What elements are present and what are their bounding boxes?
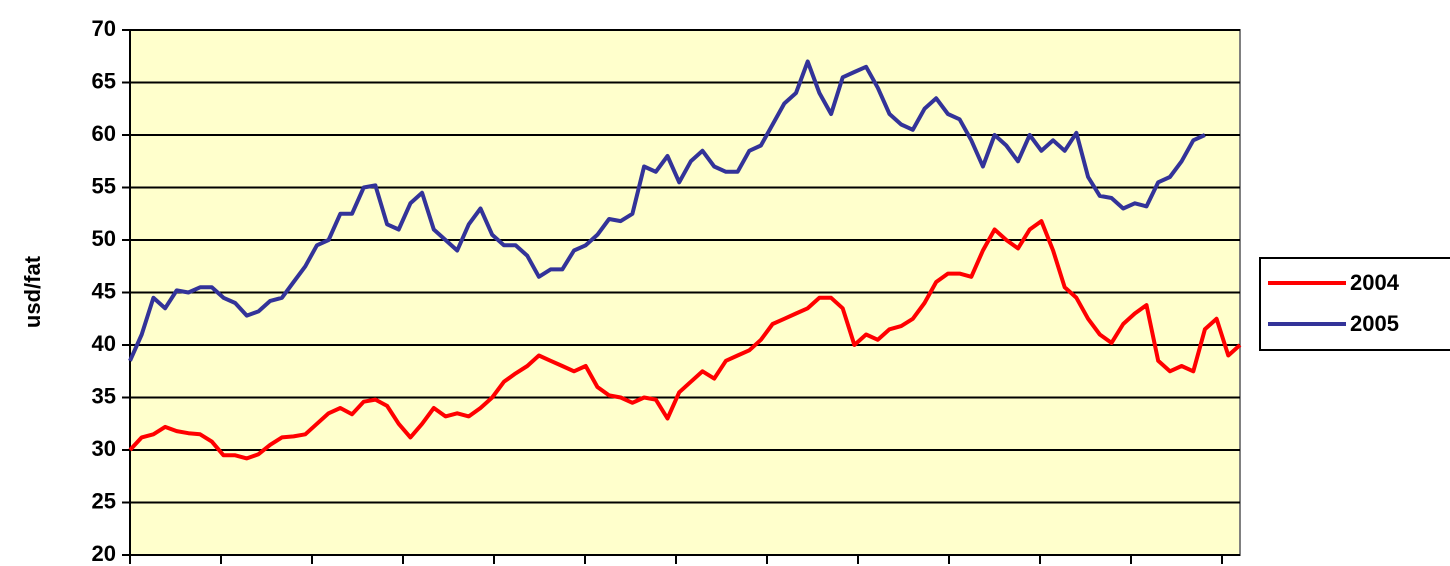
y-tick-label: 40 (92, 331, 116, 356)
y-tick-label: 65 (92, 68, 116, 93)
y-tick-label: 20 (92, 541, 116, 566)
y-tick-label: 30 (92, 436, 116, 461)
legend-box (1259, 257, 1450, 351)
series-line (128, 59, 1206, 362)
legend-label: 2004 (1350, 270, 1400, 295)
y-tick-label: 55 (92, 173, 116, 198)
y-axis-label: usd/fat (20, 255, 45, 328)
y-tick-label: 45 (92, 278, 116, 303)
y-tick-label: 50 (92, 226, 116, 251)
legend-label: 2005 (1350, 311, 1399, 336)
y-tick-label: 35 (92, 383, 116, 408)
y-tick-label: 70 (92, 16, 116, 41)
y-tick-label: 60 (92, 121, 116, 146)
series-line (128, 219, 1242, 461)
y-tick-label: 25 (92, 488, 116, 513)
